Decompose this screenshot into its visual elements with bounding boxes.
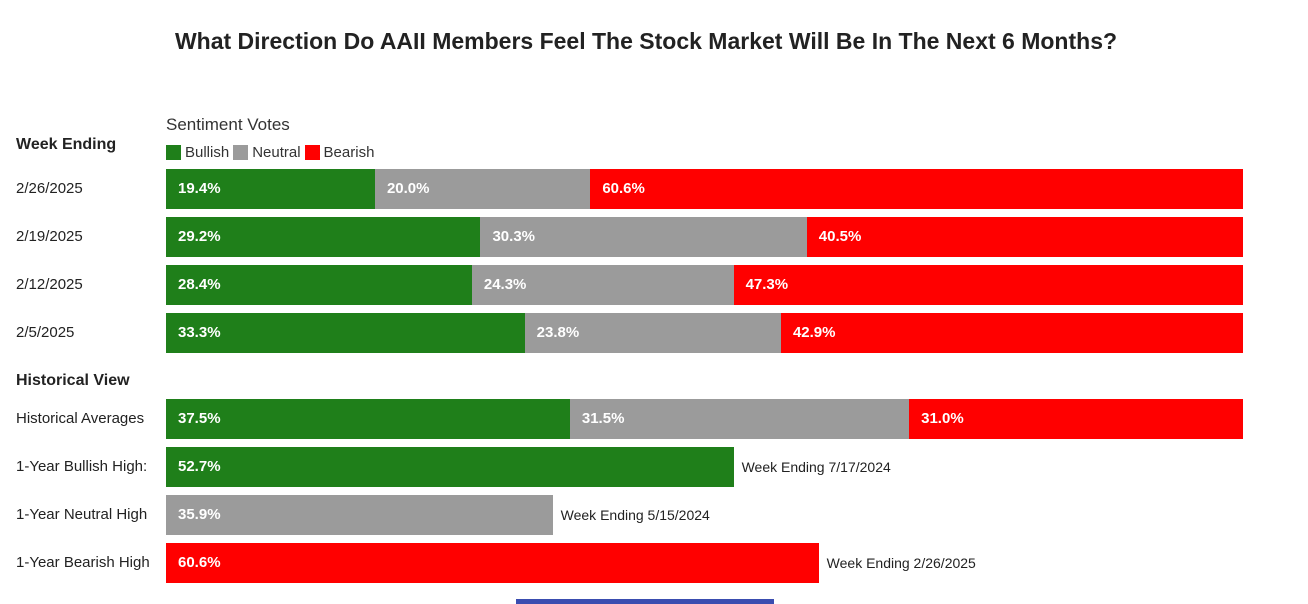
week-row-1-label: 2/26/2025	[16, 180, 83, 197]
high-row-bullish-segment: 52.7%	[166, 447, 734, 487]
week-row-1-bearish-segment: 60.6%	[590, 169, 1243, 209]
week-row-1-bar: 19.4% 20.0% 60.6%	[166, 169, 1243, 209]
legend-item-neutral: Neutral	[233, 143, 301, 161]
bottom-scroll-indicator	[516, 599, 774, 604]
high-row-neutral-segment: 35.9%	[166, 495, 553, 535]
week-row-3-bearish-segment: 47.3%	[733, 265, 1243, 305]
high-row-bearish-note: Week Ending 2/26/2025	[826, 555, 976, 571]
legend-label-bearish: Bearish	[323, 143, 375, 161]
high-row-bearish-segment: 60.6%	[166, 543, 819, 583]
legend-title: Sentiment Votes	[166, 115, 290, 134]
chart-title: What Direction Do AAII Members Feel The …	[174, 28, 1118, 54]
week-row-2-bearish-segment: 40.5%	[806, 217, 1243, 257]
legend-item-bearish: Bearish	[304, 143, 375, 161]
high-row-bearish-label: 1-Year Bearish High	[16, 554, 150, 571]
historical-averages-row-bar: 37.5% 31.5% 31.0%	[166, 399, 1243, 439]
historical-averages-row-label: Historical Averages	[16, 410, 145, 427]
week-row-3-neutral-segment: 24.3%	[471, 265, 734, 305]
week-row-4-label: 2/5/2025	[16, 324, 75, 341]
legend-label-neutral: Neutral	[252, 143, 301, 161]
week-row-2-bar: 29.2% 30.3% 40.5%	[166, 217, 1243, 257]
week-row-2-neutral-segment: 30.3%	[480, 217, 807, 257]
week-row-1-bullish-segment: 19.4%	[166, 169, 375, 209]
historical-averages-row-neutral-segment: 31.5%	[569, 399, 910, 439]
week-row-4-neutral-segment: 23.8%	[524, 313, 781, 353]
week-row-2-label: 2/19/2025	[16, 228, 83, 245]
high-row-bullish-note: Week Ending 7/17/2024	[741, 459, 891, 475]
high-row-neutral-bar: 35.9%	[166, 495, 553, 535]
high-row-bullish-label: 1-Year Bullish High:	[16, 458, 148, 475]
high-row-bullish-bar: 52.7%	[166, 447, 734, 487]
week-row-2-bullish-segment: 29.2%	[166, 217, 481, 257]
legend-swatch-bearish	[304, 144, 320, 160]
legend-swatch-neutral	[233, 144, 249, 160]
week-row-4-bar: 33.3% 23.8% 42.9%	[166, 313, 1243, 353]
week-row-3-label: 2/12/2025	[16, 276, 83, 293]
high-row-neutral-note: Week Ending 5/15/2024	[560, 507, 710, 523]
historical-averages-row-bullish-segment: 37.5%	[166, 399, 570, 439]
historical-view-heading: Historical View	[16, 372, 130, 389]
legend-label-bullish: Bullish	[185, 143, 230, 161]
week-row-4-bullish-segment: 33.3%	[166, 313, 525, 353]
historical-averages-row-bearish-segment: 31.0%	[909, 399, 1243, 439]
legend-item-bullish: Bullish	[166, 144, 229, 161]
high-row-neutral-label: 1-Year Neutral High	[16, 506, 148, 523]
week-row-3-bar: 28.4% 24.3% 47.3%	[166, 265, 1243, 305]
legend: Bullish Neutral Bearish	[166, 143, 378, 161]
week-row-4-bearish-segment: 42.9%	[780, 313, 1243, 353]
legend-swatch-bullish	[166, 144, 181, 160]
week-ending-heading: Week Ending	[16, 136, 117, 153]
week-row-3-bullish-segment: 28.4%	[166, 265, 472, 305]
week-row-1-neutral-segment: 20.0%	[374, 169, 591, 209]
high-row-bearish-bar: 60.6%	[166, 543, 819, 583]
